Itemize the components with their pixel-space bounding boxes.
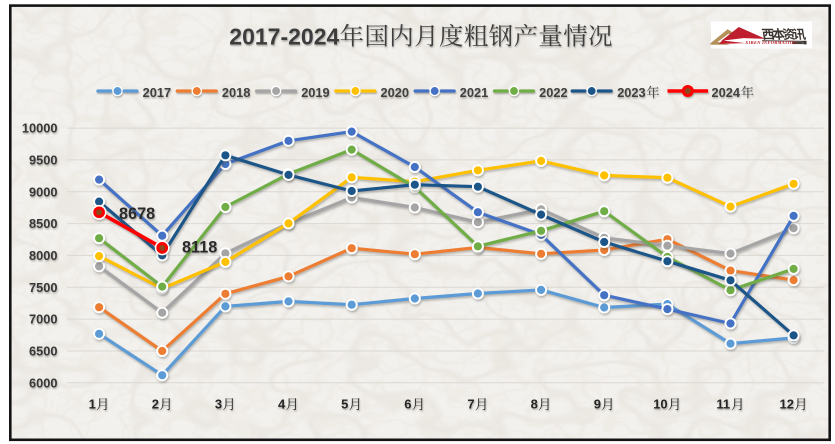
svg-text:3: 3 <box>215 396 222 411</box>
svg-text:9: 9 <box>594 396 601 411</box>
svg-text:6500: 6500 <box>29 344 57 359</box>
svg-text:7000: 7000 <box>29 312 57 327</box>
svg-text:2019: 2019 <box>301 85 329 100</box>
svg-text:2017-2024: 2017-2024 <box>229 24 339 50</box>
svg-text:2020: 2020 <box>381 85 409 100</box>
svg-text:8: 8 <box>531 396 538 411</box>
svg-text:2022: 2022 <box>539 85 567 100</box>
svg-text:1: 1 <box>89 396 96 411</box>
svg-text:2: 2 <box>152 396 159 411</box>
svg-text:2018: 2018 <box>222 85 250 100</box>
svg-text:7: 7 <box>467 396 474 411</box>
svg-text:8118: 8118 <box>182 239 217 257</box>
svg-text:XIBEN INFORMATION: XIBEN INFORMATION <box>744 40 797 45</box>
svg-text:10: 10 <box>653 396 667 411</box>
svg-text:6: 6 <box>404 396 411 411</box>
svg-text:11: 11 <box>716 396 730 411</box>
svg-text:8500: 8500 <box>29 216 57 231</box>
svg-text:9000: 9000 <box>29 184 57 199</box>
svg-text:10000: 10000 <box>22 121 58 136</box>
svg-text:2023: 2023 <box>617 85 645 100</box>
svg-text:7500: 7500 <box>29 280 57 295</box>
svg-text:2017: 2017 <box>143 85 171 100</box>
svg-text:6000: 6000 <box>29 375 57 390</box>
svg-text:8678: 8678 <box>119 205 155 223</box>
svg-text:2021: 2021 <box>460 85 488 100</box>
svg-text:12: 12 <box>780 396 794 411</box>
svg-text:5: 5 <box>341 396 348 411</box>
svg-text:2024: 2024 <box>712 85 741 100</box>
svg-text:9500: 9500 <box>29 153 57 168</box>
svg-text:8000: 8000 <box>29 248 57 263</box>
svg-text:4: 4 <box>278 396 286 411</box>
